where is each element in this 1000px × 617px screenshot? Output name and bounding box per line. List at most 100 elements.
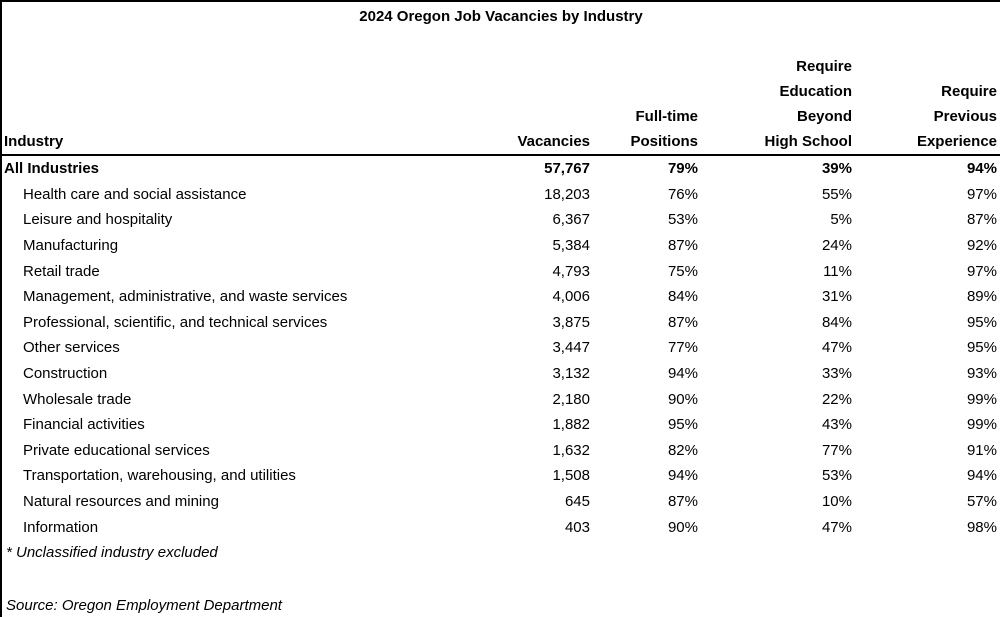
cell-vacancies: 403 [564, 518, 590, 536]
cell-experience: 94% [966, 160, 997, 178]
cell-industry: Retail trade [23, 262, 100, 280]
cell-vacancies: 18,203 [544, 185, 590, 203]
cell-education: 84% [821, 313, 852, 331]
cell-full_time: 87% [667, 313, 698, 331]
cell-vacancies: 645 [564, 493, 590, 511]
cell-vacancies: 1,508 [552, 467, 590, 485]
cell-full_time: 84% [667, 288, 698, 306]
table-row: Retail trade 4,793 75% 11% 97% [2, 258, 1000, 284]
cell-experience: 92% [966, 237, 997, 255]
cell-industry: All Industries [4, 160, 100, 178]
cell-vacancies: 3,132 [552, 365, 590, 383]
cell-experience: 97% [966, 262, 997, 280]
table-row: Other services 3,447 77% 47% 95% [2, 335, 1000, 361]
cell-industry: Health care and social assistance [23, 185, 247, 203]
cell-industry: Manufacturing [23, 237, 119, 255]
cell-full_time: 87% [667, 237, 698, 255]
cell-vacancies: 2,180 [552, 390, 590, 408]
cell-vacancies: 3,447 [552, 339, 590, 357]
cell-education: 77% [821, 441, 852, 459]
cell-experience: 99% [966, 416, 997, 434]
table-row: Manufacturing 5,384 87% 24% 92% [2, 233, 1000, 259]
cell-education: 33% [821, 365, 852, 383]
table-body: All Industries 57,767 79% 39% 94% Health care… [2, 155, 1000, 540]
table-row: Natural resources and mining 645 87% 10% 57% [2, 489, 1000, 515]
cell-education: 5% [830, 211, 852, 229]
total-row: All Industries 57,767 79% 39% 94% [2, 155, 1000, 182]
cell-full_time: 95% [667, 416, 698, 434]
cell-industry: Professional, scientific, and technical … [23, 313, 328, 331]
column-header-experience: Require Previous Experience [852, 29, 1000, 156]
column-header-full_time: Full-time Positions [590, 29, 698, 156]
cell-experience: 57% [966, 493, 997, 511]
cell-education: 10% [821, 493, 852, 511]
cell-experience: 93% [966, 365, 997, 383]
cell-full_time: 75% [667, 262, 698, 280]
cell-experience: 98% [966, 518, 997, 536]
cell-industry: Wholesale trade [23, 390, 132, 408]
table-row: Professional, scientific, and technical … [2, 310, 1000, 336]
table-row: Financial activities 1,882 95% 43% 99% [2, 412, 1000, 438]
vacancies-table: Industry Vacancies Full-time Positions Requ… [2, 29, 1000, 540]
cell-education: 53% [821, 467, 852, 485]
table-row: Information 403 90% 47% 98% [2, 514, 1000, 540]
cell-full_time: 82% [667, 441, 698, 459]
cell-full_time: 76% [667, 185, 698, 203]
cell-education: 31% [821, 288, 852, 306]
cell-education: 39% [821, 160, 852, 178]
cell-education: 43% [821, 416, 852, 434]
cell-education: 55% [821, 185, 852, 203]
cell-industry: Private educational services [23, 441, 210, 459]
cell-experience: 97% [966, 185, 997, 203]
cell-education: 47% [821, 339, 852, 357]
table-row: Management, administrative, and waste se… [2, 284, 1000, 310]
table-row: Construction 3,132 94% 33% 93% [2, 361, 1000, 387]
cell-industry: Natural resources and mining [23, 493, 219, 511]
cell-vacancies: 5,384 [552, 237, 590, 255]
cell-vacancies: 6,367 [552, 211, 590, 229]
cell-full_time: 53% [667, 211, 698, 229]
cell-industry: Management, administrative, and waste se… [23, 288, 348, 306]
cell-industry: Other services [23, 339, 120, 357]
cell-experience: 89% [966, 288, 997, 306]
table-row: Leisure and hospitality 6,367 53% 5% 87% [2, 207, 1000, 233]
cell-industry: Financial activities [23, 416, 145, 434]
cell-experience: 94% [966, 467, 997, 485]
table-row: Transportation, warehousing, and utiliti… [2, 463, 1000, 489]
table-row: Health care and social assistance 18,203 7… [2, 182, 1000, 208]
cell-experience: 95% [966, 313, 997, 331]
cell-education: 47% [821, 518, 852, 536]
column-header-vacancies: Vacancies [460, 29, 590, 156]
cell-vacancies: 4,006 [552, 288, 590, 306]
cell-full_time: 87% [667, 493, 698, 511]
cell-education: 22% [821, 390, 852, 408]
footnote: * Unclassified industry excluded [6, 543, 218, 561]
cell-industry: Leisure and hospitality [23, 211, 173, 229]
column-header-industry: Industry [2, 29, 460, 156]
cell-experience: 95% [966, 339, 997, 357]
cell-full_time: 90% [667, 518, 698, 536]
cell-vacancies: 57,767 [544, 160, 590, 178]
cell-vacancies: 3,875 [552, 313, 590, 331]
cell-full_time: 94% [667, 365, 698, 383]
column-header-education: Require Education Beyond High School [698, 29, 852, 156]
cell-full_time: 77% [667, 339, 698, 357]
table-row: Private educational services 1,632 82% 77% 9… [2, 438, 1000, 464]
cell-vacancies: 4,793 [552, 262, 590, 280]
cell-experience: 87% [966, 211, 997, 229]
table-row: Wholesale trade 2,180 90% 22% 99% [2, 386, 1000, 412]
header-row: Industry Vacancies Full-time Positions Requ… [2, 29, 1000, 156]
cell-full_time: 94% [667, 467, 698, 485]
cell-education: 24% [821, 237, 852, 255]
page-title: 2024 Oregon Job Vacancies by Industry [359, 8, 643, 25]
source-note: Source: Oregon Employment Department [6, 596, 282, 614]
cell-vacancies: 1,632 [552, 441, 590, 459]
cell-full_time: 79% [667, 160, 698, 178]
cell-full_time: 90% [667, 390, 698, 408]
cell-vacancies: 1,882 [552, 416, 590, 434]
cell-industry: Transportation, warehousing, and utiliti… [23, 467, 296, 485]
cell-experience: 99% [966, 390, 997, 408]
cell-experience: 91% [966, 441, 997, 459]
cell-industry: Construction [23, 365, 108, 383]
